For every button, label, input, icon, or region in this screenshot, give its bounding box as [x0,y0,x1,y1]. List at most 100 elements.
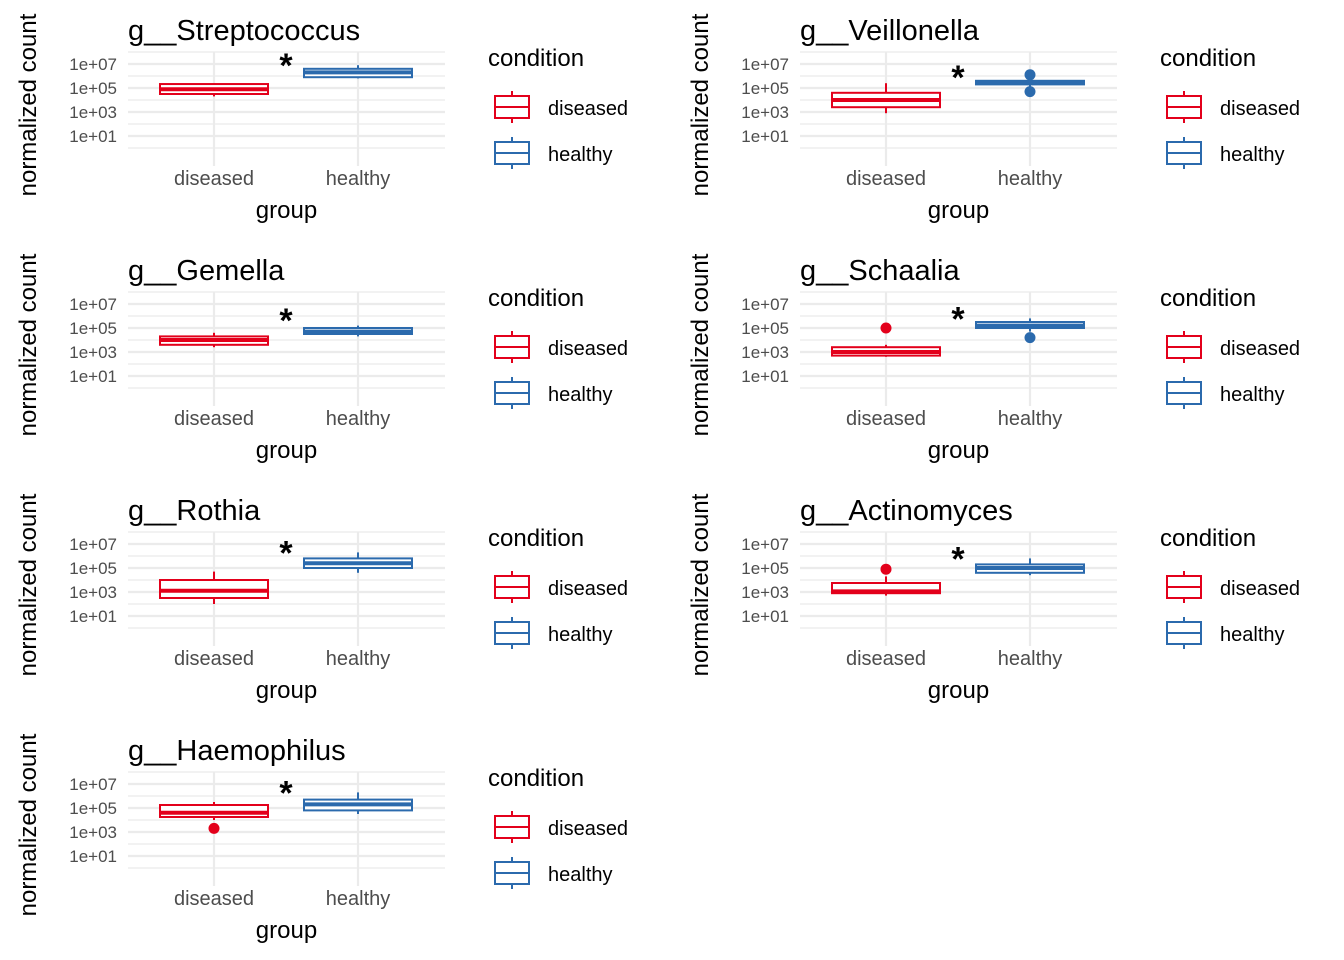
legend-key-diseased [1166,571,1202,603]
x-tick-label: healthy [326,408,391,430]
legend-key-healthy [1166,137,1202,169]
legend-label: diseased [548,98,628,120]
legend-label: healthy [1220,144,1285,166]
legend-key-healthy [1166,617,1202,649]
significance-label: * [951,300,965,338]
y-tick-label: 1e+03 [69,823,117,842]
y-tick-label: 1e+03 [741,583,789,602]
legend-label: healthy [548,144,613,166]
y-tick-label: 1e+05 [69,799,117,818]
y-tick-label: 1e+03 [741,103,789,122]
box-healthy [303,65,413,79]
y-tick-label: 1e+01 [69,847,117,866]
facet-panel: g__Schaalia 1e+01 1e+03 1e+05 1e+07 normalize… [672,240,1344,480]
x-axis-label: group [928,677,989,704]
box-healthy [975,69,1085,98]
panel-title: g__Schaalia [800,255,960,287]
significance-label: * [279,47,293,85]
box-diseased [831,322,941,357]
panel-title: g__Veillonella [800,15,980,47]
x-tick-label: diseased [174,168,254,190]
panel-title: g__Actinomyces [800,495,1013,527]
x-tick-label: diseased [174,648,254,670]
boxplot-svg: g__Haemophilus 1e+01 1e+03 1e+05 1e+07 normal… [15,733,628,944]
y-axis-label: normalized count [687,493,714,676]
box-diseased [159,571,269,604]
significance-label: * [279,534,293,572]
x-tick-label: diseased [846,648,926,670]
y-tick-label: 1e+07 [741,55,789,74]
y-axis-label: normalized count [687,13,714,196]
box-diseased [159,802,269,834]
y-tick-label: 1e+01 [741,367,789,386]
legend-key-diseased [494,331,530,363]
boxplot-svg: g__Gemella 1e+01 1e+03 1e+05 1e+07 normalized… [15,253,628,464]
box-healthy [303,792,413,814]
outlier-point [1024,86,1036,98]
panel-title: g__Rothia [128,495,261,527]
boxplot-svg: g__Schaalia 1e+01 1e+03 1e+05 1e+07 normalize… [687,253,1300,464]
box-healthy [303,552,413,573]
legend-title: condition [488,765,584,792]
y-axis-label: normalized count [15,13,42,196]
box-healthy [975,558,1085,576]
legend-label: healthy [548,384,613,406]
y-tick-label: 1e+07 [69,775,117,794]
box-diseased [831,563,941,596]
y-tick-label: 1e+01 [741,607,789,626]
legend-key-healthy [494,377,530,409]
legend-label: healthy [548,624,613,646]
x-axis-label: group [256,437,317,464]
facet-panel: g__Gemella 1e+01 1e+03 1e+05 1e+07 normalized… [0,240,672,480]
significance-label: * [279,774,293,812]
y-axis-label: normalized count [15,733,42,916]
panel-title: g__Streptococcus [128,15,360,47]
legend-title: condition [1160,285,1256,312]
y-tick-label: 1e+05 [741,319,789,338]
legend-title: condition [488,285,584,312]
y-tick-label: 1e+07 [69,55,117,74]
facet-panel: g__Haemophilus 1e+01 1e+03 1e+05 1e+07 normal… [0,720,672,960]
box-diseased [159,83,269,97]
facet-panel: g__Streptococcus 1e+01 1e+03 1e+05 1e+07 norm… [0,0,672,240]
y-tick-label: 1e+01 [69,367,117,386]
y-tick-label: 1e+05 [69,559,117,578]
legend-label: diseased [548,338,628,360]
facet-panel: g__Rothia 1e+01 1e+03 1e+05 1e+07 normalized … [0,480,672,720]
legend-key-healthy [494,617,530,649]
legend-key-diseased [494,571,530,603]
y-tick-label: 1e+07 [69,535,117,554]
legend-key-healthy [494,137,530,169]
y-tick-label: 1e+03 [69,103,117,122]
legend-label: healthy [548,864,613,886]
box-healthy [975,318,1085,344]
x-axis-label: group [928,197,989,224]
legend-title: condition [488,525,584,552]
legend-key-diseased [494,811,530,843]
y-tick-label: 1e+05 [69,79,117,98]
boxplot-svg: g__Veillonella 1e+01 1e+03 1e+05 1e+07 normal… [687,13,1300,224]
x-tick-label: healthy [326,168,391,190]
y-tick-label: 1e+05 [741,559,789,578]
y-tick-label: 1e+03 [741,343,789,362]
legend-key-healthy [494,857,530,889]
y-tick-label: 1e+07 [69,295,117,314]
x-tick-label: healthy [326,888,391,910]
outlier-point [1024,69,1036,81]
boxplot-svg: g__Rothia 1e+01 1e+03 1e+05 1e+07 normalized … [15,493,628,704]
box-diseased [831,83,941,114]
outlier-point [1024,332,1036,344]
y-tick-label: 1e+01 [69,607,117,626]
box-healthy [303,325,413,337]
outlier-point [880,563,892,575]
legend-label: diseased [548,578,628,600]
y-tick-label: 1e+03 [69,343,117,362]
significance-label: * [951,59,965,97]
x-axis-label: group [256,197,317,224]
y-tick-label: 1e+05 [69,319,117,338]
y-tick-label: 1e+07 [741,535,789,554]
panel-title: g__Haemophilus [128,735,346,767]
boxplot-svg: g__Actinomyces 1e+01 1e+03 1e+05 1e+07 normal… [687,493,1300,704]
x-tick-label: diseased [846,168,926,190]
panel-title: g__Gemella [128,255,285,287]
